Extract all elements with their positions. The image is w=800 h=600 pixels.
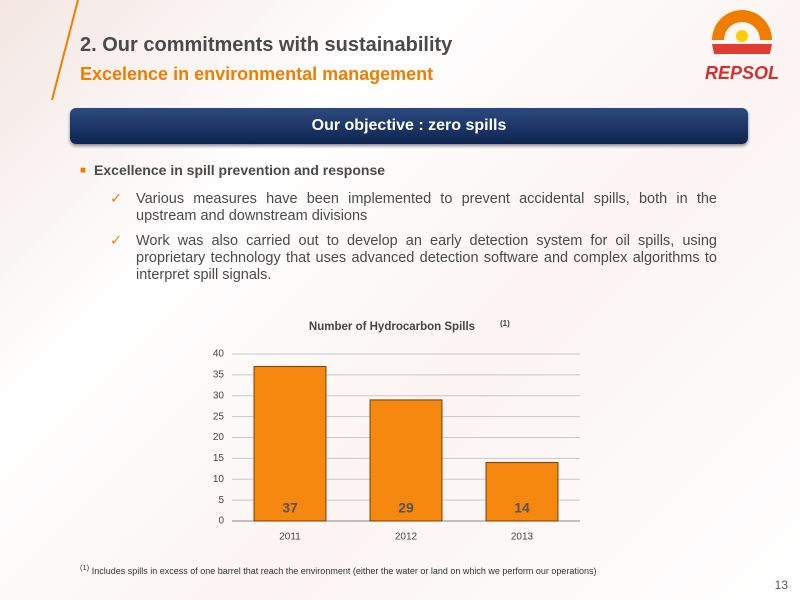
y-tick-label: 15 <box>213 453 225 464</box>
sub-bullet-text: Work was also carried out to develop an … <box>136 233 717 283</box>
data-label: 37 <box>282 500 298 516</box>
chart-title: Number of Hydrocarbon Spills <box>309 321 475 333</box>
bullet-text: Excellence in spill prevention and respo… <box>94 162 386 178</box>
y-tick-label: 25 <box>213 411 225 422</box>
x-tick-label: 2011 <box>279 532 301 543</box>
sub-bullet: ✓ Various measures have been implemented … <box>110 191 717 224</box>
x-tick-label: 2012 <box>395 532 418 543</box>
footnote: (1) Includes spills in excess of one bar… <box>80 563 596 576</box>
bar <box>369 399 443 522</box>
bullet: ■ Excellence in spill prevention and resp… <box>80 162 386 178</box>
page-number: 13 <box>774 578 788 592</box>
y-tick-label: 30 <box>213 390 225 401</box>
y-tick-label: 35 <box>213 370 225 381</box>
banner: Our objective : zero spills <box>70 108 748 144</box>
subtitle: Excelence in environmental management <box>80 64 434 84</box>
y-tick-label: 0 <box>218 516 224 527</box>
footnote-mark: (1) <box>80 563 90 572</box>
sub-bullet: ✓ Work was also carried out to develop an… <box>110 233 717 283</box>
bar <box>485 462 559 522</box>
data-label: 29 <box>398 500 414 516</box>
logo: REPSOL <box>705 63 779 83</box>
x-tick-label: 2013 <box>511 532 534 543</box>
title: 2. Our commitments with sustainability <box>80 34 453 56</box>
chart-title-note: (1) <box>500 319 510 328</box>
bar <box>253 366 327 522</box>
y-tick-label: 20 <box>213 432 225 443</box>
y-tick-label: 40 <box>213 349 225 360</box>
footnote-text: Includes spills in excess of one barrel … <box>91 566 597 576</box>
y-tick-label: 5 <box>218 495 224 506</box>
y-tick-label: 10 <box>213 474 225 485</box>
sub-bullet-text: Various measures have been implemented t… <box>136 191 717 224</box>
data-label: 14 <box>514 500 530 516</box>
